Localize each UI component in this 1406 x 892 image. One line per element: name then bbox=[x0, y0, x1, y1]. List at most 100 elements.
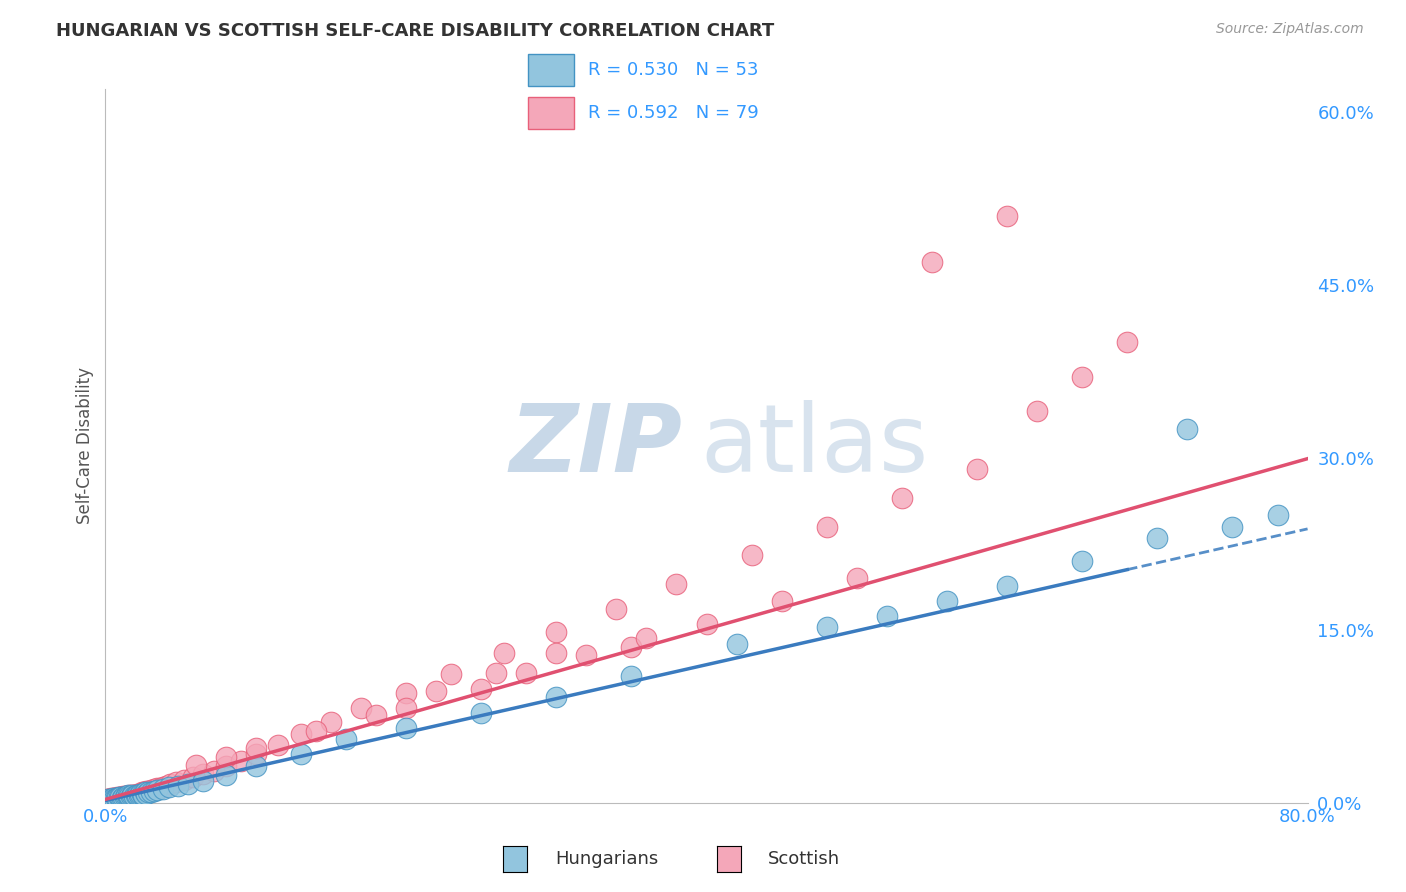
Point bbox=[470, 681, 492, 696]
Point bbox=[696, 617, 718, 632]
Point bbox=[97, 792, 120, 806]
Point bbox=[1071, 370, 1094, 384]
Point bbox=[117, 789, 139, 803]
Point bbox=[104, 791, 127, 805]
Point bbox=[290, 727, 312, 741]
Point bbox=[112, 790, 135, 805]
Point bbox=[1222, 519, 1244, 533]
Point bbox=[202, 764, 225, 778]
Point bbox=[145, 780, 167, 795]
Point bbox=[111, 791, 134, 805]
Text: Hungarians: Hungarians bbox=[555, 850, 658, 868]
Point bbox=[110, 790, 132, 805]
Point bbox=[725, 637, 748, 651]
Point bbox=[620, 669, 643, 683]
Text: R = 0.530   N = 53: R = 0.530 N = 53 bbox=[589, 61, 759, 78]
Point bbox=[145, 783, 167, 797]
Point bbox=[159, 777, 181, 791]
Point bbox=[267, 738, 290, 752]
Point bbox=[741, 549, 763, 563]
Point bbox=[104, 791, 127, 805]
Point bbox=[139, 785, 162, 799]
Point bbox=[184, 757, 207, 772]
Point bbox=[97, 792, 120, 806]
Text: Scottish: Scottish bbox=[768, 850, 839, 868]
Point bbox=[395, 686, 418, 700]
Point bbox=[395, 701, 418, 715]
Point bbox=[121, 788, 143, 802]
Point bbox=[440, 666, 463, 681]
Point bbox=[107, 790, 129, 805]
Point bbox=[101, 791, 124, 805]
Point bbox=[100, 792, 122, 806]
Point bbox=[136, 784, 159, 798]
Point bbox=[546, 625, 568, 640]
Point bbox=[125, 787, 148, 801]
Point bbox=[98, 792, 121, 806]
Point bbox=[470, 706, 492, 720]
Point bbox=[575, 648, 598, 663]
Y-axis label: Self-Care Disability: Self-Care Disability bbox=[76, 368, 94, 524]
Point bbox=[245, 740, 267, 755]
Point bbox=[124, 788, 146, 802]
Point bbox=[876, 609, 898, 624]
Point bbox=[191, 767, 214, 781]
Point bbox=[118, 788, 141, 802]
Point bbox=[128, 788, 150, 802]
Point bbox=[131, 785, 153, 799]
Point bbox=[135, 787, 157, 801]
Point bbox=[921, 255, 943, 269]
FancyBboxPatch shape bbox=[527, 97, 574, 129]
Point bbox=[492, 646, 515, 660]
Point bbox=[128, 787, 150, 801]
Point bbox=[139, 783, 162, 797]
Point bbox=[152, 782, 174, 797]
Point bbox=[125, 788, 148, 802]
Point bbox=[214, 749, 236, 764]
Point bbox=[425, 684, 447, 698]
Point bbox=[108, 790, 131, 805]
Point bbox=[103, 792, 125, 806]
Point bbox=[1175, 422, 1198, 436]
Point bbox=[546, 646, 568, 660]
Text: ZIP: ZIP bbox=[509, 400, 682, 492]
Point bbox=[166, 779, 188, 793]
Point bbox=[96, 792, 118, 806]
Text: R = 0.592   N = 79: R = 0.592 N = 79 bbox=[589, 104, 759, 122]
Point bbox=[364, 708, 387, 723]
Point bbox=[165, 775, 187, 789]
Point bbox=[350, 701, 373, 715]
Point bbox=[605, 602, 627, 616]
Point bbox=[134, 785, 156, 799]
Point bbox=[129, 787, 152, 801]
Text: atlas: atlas bbox=[700, 400, 929, 492]
Point bbox=[1026, 404, 1049, 418]
Point bbox=[157, 780, 180, 794]
Point bbox=[177, 777, 200, 791]
Point bbox=[111, 790, 134, 805]
Point bbox=[122, 789, 145, 803]
Point bbox=[214, 759, 236, 773]
Point bbox=[131, 787, 153, 801]
Point bbox=[142, 782, 165, 797]
Point bbox=[118, 789, 141, 803]
Point bbox=[132, 788, 155, 802]
Point bbox=[845, 571, 868, 585]
Point bbox=[395, 721, 418, 735]
Point bbox=[995, 579, 1018, 593]
Point bbox=[120, 788, 142, 802]
Point bbox=[173, 772, 195, 787]
Point bbox=[120, 789, 142, 803]
Point bbox=[815, 519, 838, 533]
Point bbox=[115, 789, 138, 803]
Point bbox=[107, 791, 129, 805]
Point bbox=[181, 771, 204, 785]
Point bbox=[245, 747, 267, 762]
Point bbox=[134, 785, 156, 799]
Point bbox=[319, 715, 342, 730]
Point bbox=[117, 790, 139, 805]
Point bbox=[103, 791, 125, 805]
Point bbox=[122, 788, 145, 802]
Point bbox=[114, 789, 136, 803]
Point bbox=[229, 755, 252, 769]
